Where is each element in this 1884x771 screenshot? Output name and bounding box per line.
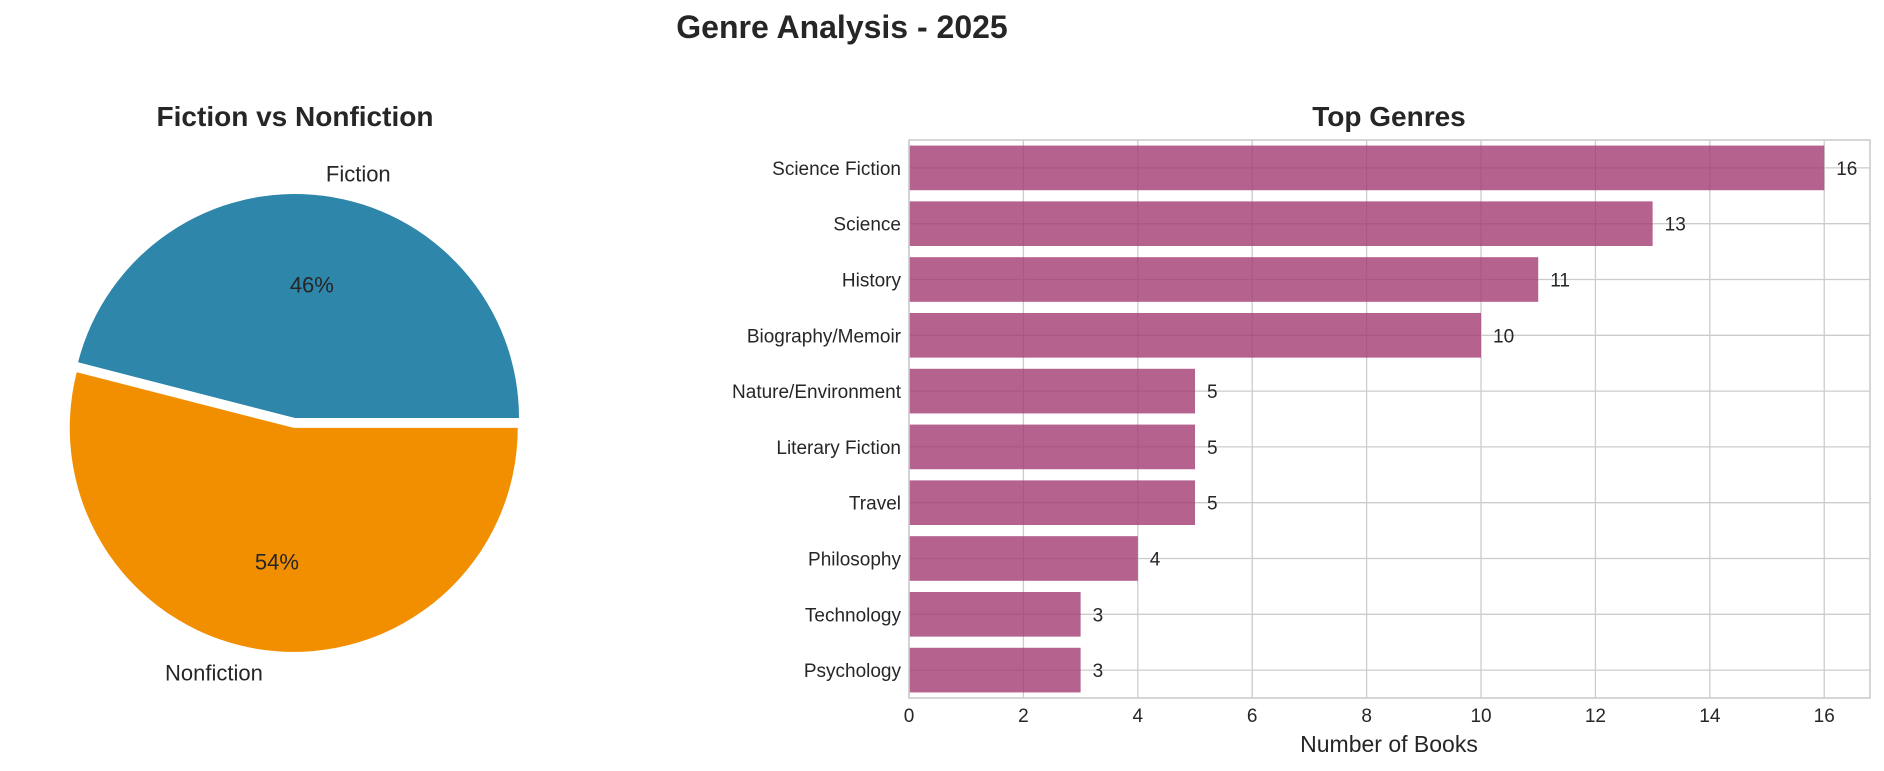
bar-value-label: 13 xyxy=(1665,215,1686,236)
bar-value-label: 5 xyxy=(1207,382,1218,403)
x-tick-label: 14 xyxy=(1699,706,1721,727)
y-tick-label: History xyxy=(842,271,902,292)
bar-biography-memoir xyxy=(909,312,1482,358)
pie-label-nonfiction: Nonfiction xyxy=(165,660,263,685)
bar-marks: 16 13 11 10 5 5 5 4 3 3 xyxy=(909,145,1857,693)
pie-slice-fiction xyxy=(78,193,520,418)
bar-value-label: 5 xyxy=(1207,494,1218,515)
pie-pct-label-fiction: 46% xyxy=(290,273,334,298)
pie-slices: 46% Fiction 54% Nonfiction xyxy=(69,162,520,685)
bar-value-label: 5 xyxy=(1207,438,1218,459)
x-tick-label: 4 xyxy=(1133,706,1144,727)
y-tick-label: Travel xyxy=(849,494,901,515)
y-tick-label: Biography/Memoir xyxy=(747,326,902,347)
x-tick-label: 6 xyxy=(1247,706,1258,727)
bar-science xyxy=(909,201,1653,247)
pie-chart: Fiction vs Nonfiction 46% Fiction 54% Nonfi… xyxy=(69,101,520,685)
bar-value-label: 3 xyxy=(1093,605,1104,626)
bar-philosophy xyxy=(909,536,1138,581)
pie-label-fiction: Fiction xyxy=(326,162,391,187)
pie-slice-nonfiction xyxy=(69,372,518,652)
bar-literary-fiction xyxy=(909,424,1196,470)
x-tick-label: 8 xyxy=(1361,706,1372,727)
bar-technology xyxy=(909,591,1081,637)
y-tick-label: Nature/Environment xyxy=(732,382,902,403)
y-tick-label: Science xyxy=(833,215,901,236)
x-axis-label: Number of Books xyxy=(1300,731,1478,757)
y-tick-label: Literary Fiction xyxy=(776,438,901,459)
figure-title: Genre Analysis - 2025 xyxy=(676,9,1007,45)
y-tick-label: Science Fiction xyxy=(772,159,901,180)
bar-travel xyxy=(909,480,1196,526)
y-tick-label: Psychology xyxy=(804,661,902,682)
x-tick-label: 10 xyxy=(1470,706,1491,727)
x-tick-label: 12 xyxy=(1585,706,1606,727)
bar-value-label: 4 xyxy=(1150,550,1161,571)
y-tick-label: Philosophy xyxy=(808,550,901,571)
bar-value-label: 3 xyxy=(1093,661,1104,682)
y-tick-label: Technology xyxy=(805,605,902,626)
bar-history xyxy=(909,257,1539,302)
x-tick-label: 0 xyxy=(904,706,915,727)
bar-science-fiction xyxy=(909,145,1825,191)
x-tick-label: 16 xyxy=(1814,706,1835,727)
x-tick-label: 2 xyxy=(1018,706,1029,727)
bar-title: Top Genres xyxy=(1312,101,1466,132)
bar-value-label: 16 xyxy=(1836,159,1857,180)
pie-title: Fiction vs Nonfiction xyxy=(157,101,434,132)
pie-pct-label-nonfiction: 54% xyxy=(255,549,299,574)
plot-frame xyxy=(908,139,1871,699)
bar-chart: Top Genres 16 13 11 10 5 5 5 4 3 3 0 2 4 6 8 10 12 14 16 S… xyxy=(732,101,1871,757)
bar-ticks: 0 2 4 6 8 10 12 14 16 Science Fiction Science Histo… xyxy=(732,159,1835,727)
bar-value-label: 10 xyxy=(1493,326,1514,347)
bar-value-label: 11 xyxy=(1550,271,1570,292)
bar-nature-environment xyxy=(909,368,1196,414)
bar-psychology xyxy=(909,647,1081,693)
